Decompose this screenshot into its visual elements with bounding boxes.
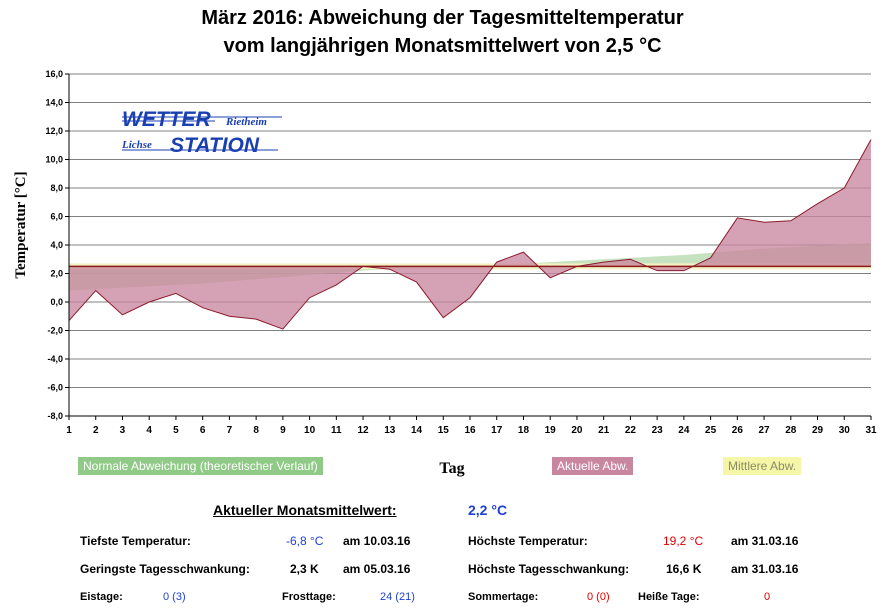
x-tick-label: 20 [571,425,583,436]
min-swing-label: Geringste Tagesschwankung: [80,562,250,576]
y-tick-label: -6,0 [47,383,63,393]
logo-lichse: Lichse [121,139,152,151]
x-tick-label: 17 [491,425,503,436]
x-tick-label: 5 [173,425,179,436]
wetterstation-logo: WETTER Rietheim Lichse STATION [121,108,282,157]
chart-title-line1: März 2016: Abweichung der Tagesmitteltem… [201,7,684,29]
y-tick-label: 2,0 [50,269,63,279]
x-tick-label: 22 [625,425,637,436]
x-tick-label: 27 [759,425,771,436]
x-tick-label: 24 [678,425,690,436]
max-temp-label: Höchste Temperatur: [468,534,588,548]
monthly-mean-label: Aktueller Monatsmittelwert: [213,502,397,518]
max-temp-date: am 31.03.16 [731,534,799,548]
ice-days-value: 0 (3) [163,591,186,603]
x-tick-label: 26 [732,425,744,436]
max-swing-date: am 31.03.16 [731,562,799,576]
logo-wetter: WETTER [122,108,211,131]
y-tick-label: 8,0 [50,183,63,193]
x-tick-label: 6 [200,425,206,436]
min-swing-value: 2,3 K [290,562,319,576]
y-tick-label: 6,0 [50,212,63,222]
summer-days-label: Sommertage: [468,591,539,603]
x-tick-label: 2 [93,425,99,436]
y-tick-label: 4,0 [50,240,63,250]
min-temp-date: am 10.03.16 [343,534,411,548]
x-tick-label: 14 [411,425,423,436]
legend-actual-deviation: Aktuelle Abw. [552,457,634,475]
x-tick-label: 25 [705,425,717,436]
legend-mean-deviation: Mittlere Abw. [723,457,802,475]
logo-station: STATION [170,134,260,157]
x-tick-label: 9 [280,425,286,436]
x-tick-label: 3 [120,425,126,436]
x-tick-label: 28 [785,425,797,436]
y-tick-label: -4,0 [47,354,63,364]
y-tick-label: -8,0 [47,411,63,421]
monthly-mean-value: 2,2 °C [468,502,508,518]
hot-days-label: Heiße Tage: [638,591,700,603]
logo-rietheim: Rietheim [225,116,267,128]
ice-days-label: Eistage: [80,591,123,603]
y-tick-label: -2,0 [47,326,63,336]
x-tick-label: 10 [304,425,316,436]
y-tick-label: 14,0 [45,98,63,108]
x-tick-label: 8 [253,425,259,436]
y-tick-label: 0,0 [50,297,63,307]
x-tick-labels: 1 2 3 4 5 6 7 8 9 10 11 12 13 14 15 16 17 18 19 20 21 22 23 24 2… [66,416,877,436]
frost-days-value: 24 (21) [380,591,415,603]
x-axis-label: Tag [439,460,464,477]
frost-days-label: Frosttage: [282,591,336,603]
x-tick-label: 23 [652,425,664,436]
x-tick-label: 21 [598,425,610,436]
x-tick-label: 1 [66,425,72,436]
min-temp-value: -6,8 °C [286,534,324,548]
max-swing-label: Höchste Tagesschwankung: [468,562,630,576]
x-tick-label: 13 [384,425,396,436]
x-tick-label: 30 [839,425,851,436]
y-tick-label: 10,0 [45,155,63,165]
x-tick-label: 19 [545,425,557,436]
summer-days-value: 0 (0) [587,591,610,603]
max-temp-value: 19,2 °C [663,534,704,548]
y-axis-label: Temperatur [°C] [13,171,29,278]
y-tick-labels: -8,0 -6,0 -4,0 -2,0 0,0 2,0 4,0 6,0 8,0 10,0 12,0 1… [45,69,63,421]
chart-title-line2: vom langjährigen Monatsmittelwert von 2,… [223,35,662,57]
x-tick-label: 18 [518,425,530,436]
x-tick-label: 4 [146,425,152,436]
hot-days-value: 0 [764,591,771,603]
min-swing-date: am 05.03.16 [343,562,411,576]
x-tick-label: 12 [358,425,370,436]
legend-normal-deviation: Normale Abweichung (theoretischer Verlau… [78,457,323,475]
x-tick-label: 11 [331,425,342,436]
x-tick-label: 31 [865,425,877,436]
actual-deviation-line [68,139,872,330]
x-tick-label: 15 [438,425,450,436]
x-tick-label: 16 [464,425,476,436]
y-tick-label: 16,0 [45,69,63,79]
actual-deviation-area [69,139,871,330]
x-tick-label: 29 [812,425,824,436]
y-tick-label: 12,0 [45,126,63,136]
max-swing-value: 16,6 K [666,562,702,576]
x-tick-label: 7 [227,425,233,436]
min-temp-label: Tiefste Temperatur: [80,534,191,548]
